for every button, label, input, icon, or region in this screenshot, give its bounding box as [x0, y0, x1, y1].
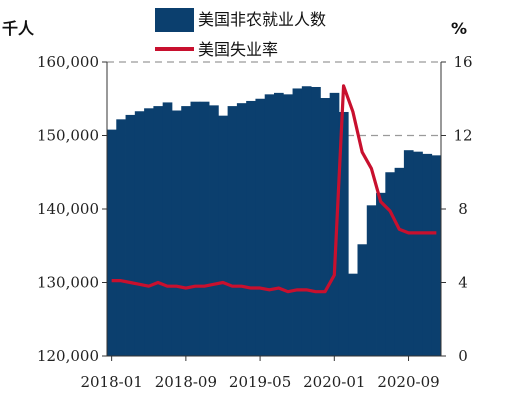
legend-label-bar: 美国非农就业人数: [198, 10, 326, 29]
left-tick-label: 140,000: [37, 200, 99, 218]
bar-2018-02: [116, 119, 126, 356]
x-tick-label: 2019-05: [229, 373, 291, 391]
bar-2020-08: [394, 167, 405, 356]
bar-2018-07: [162, 102, 173, 356]
bar-2018-11: [199, 101, 210, 356]
bar-2019-12: [320, 98, 331, 357]
unemployment-line: [111, 84, 437, 294]
bar-2018-01: [107, 129, 117, 356]
bar-2019-05: [255, 98, 266, 356]
right-axis-unit: %: [451, 19, 467, 38]
bar-2020-10: [413, 151, 423, 356]
line-series: [111, 84, 437, 294]
x-tick-label: 2020-01: [303, 373, 365, 391]
gridlines: [107, 61, 441, 137]
right-tick-label: 4: [458, 274, 468, 292]
legend-swatch-bar: [155, 8, 194, 32]
bar-2019-04: [246, 100, 256, 356]
left-axis: 120,000 130,000 140,000 150,000 160,000: [37, 53, 107, 365]
bar-2018-04: [134, 111, 145, 356]
bar-2019-03: [236, 103, 247, 356]
x-axis: 2018-01 2018-09 2019-05 2020-01 2020-09: [80, 356, 440, 391]
x-tick-label: 2020-09: [377, 373, 439, 391]
left-tick-label: 120,000: [37, 347, 99, 365]
right-tick-label: 12: [453, 127, 472, 145]
bar-2020-12: [431, 155, 442, 356]
bar-2019-10: [301, 86, 312, 356]
bar-2018-09: [181, 106, 191, 356]
bar-2018-06: [153, 106, 164, 356]
left-axis-unit: 千人: [2, 19, 35, 38]
bar-2018-05: [144, 108, 154, 356]
right-tick-label: 16: [453, 53, 472, 71]
bar-2020-07: [385, 172, 396, 356]
bar-2020-01: [329, 92, 340, 357]
bar-2020-03: [348, 273, 358, 356]
bar-2020-06: [376, 192, 386, 356]
x-tick-label: 2018-01: [80, 373, 142, 391]
legend-label-line: 美国失业率: [198, 40, 278, 59]
right-tick-label: 0: [458, 347, 468, 365]
bar-2019-08: [283, 94, 293, 356]
bar-2019-02: [227, 106, 238, 356]
bar-2019-11: [311, 86, 321, 357]
right-tick-label: 8: [458, 200, 468, 218]
bar-2019-01: [218, 115, 229, 356]
bar-2020-09: [403, 150, 414, 356]
bar-2020-05: [366, 205, 377, 356]
bar-2019-07: [274, 92, 284, 357]
x-tick-label: 2018-09: [155, 373, 217, 391]
bar-2018-03: [125, 114, 136, 356]
bar-2018-10: [190, 101, 201, 356]
left-tick-label: 160,000: [37, 53, 99, 71]
bar-2020-11: [422, 153, 433, 357]
right-axis: 0 4 8 12 16: [441, 53, 473, 365]
legend: 美国非农就业人数 美国失业率: [155, 8, 326, 59]
bar-2020-02: [338, 111, 349, 356]
left-tick-label: 130,000: [37, 274, 99, 292]
bar-2019-09: [292, 88, 303, 357]
bar-2020-04: [357, 244, 368, 356]
bar-2018-12: [209, 105, 219, 356]
bar-2019-06: [264, 94, 275, 356]
bar-series: [107, 86, 442, 357]
bar-2018-08: [171, 110, 182, 356]
left-tick-label: 150,000: [37, 127, 99, 145]
